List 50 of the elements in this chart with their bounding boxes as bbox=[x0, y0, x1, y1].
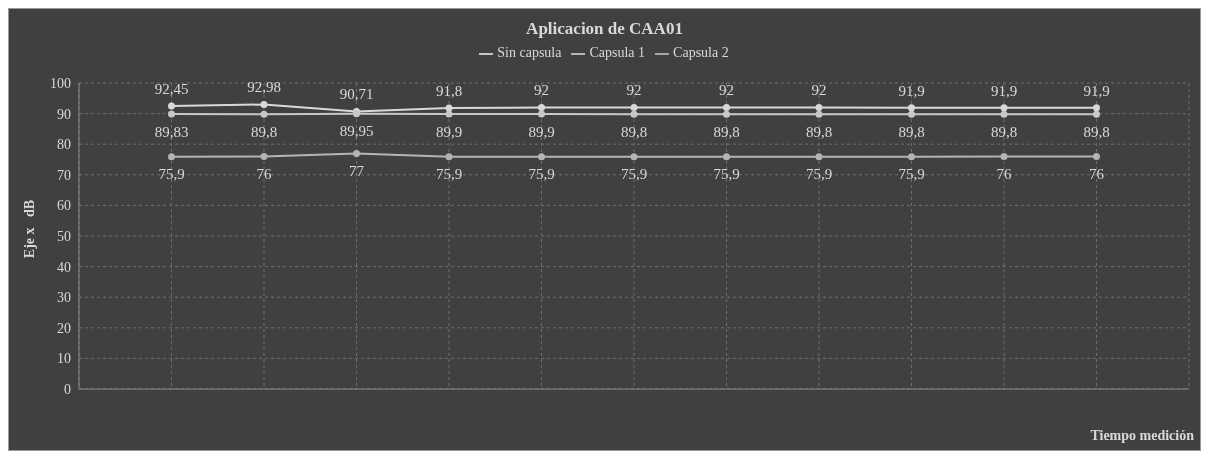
y-axis-title: Eje x dB bbox=[22, 199, 38, 259]
y-tick-label: 30 bbox=[57, 290, 71, 306]
data-label: 76 bbox=[996, 166, 1012, 183]
data-label: 90,71 bbox=[339, 86, 374, 103]
data-label: 89,8 bbox=[250, 123, 278, 140]
data-label: 91,9 bbox=[990, 82, 1018, 99]
legend-label: Sin capsula bbox=[497, 45, 562, 60]
data-label: 89,8 bbox=[898, 123, 925, 140]
data-label: 91,9 bbox=[1083, 82, 1110, 99]
data-label: 75,9 bbox=[805, 166, 833, 183]
data-label: 91,8 bbox=[435, 83, 463, 100]
y-tick-label: 60 bbox=[57, 198, 71, 214]
y-tick-label: 50 bbox=[57, 228, 71, 244]
data-label: 75,9 bbox=[713, 166, 740, 183]
y-tick-label: 70 bbox=[57, 167, 71, 183]
x-axis-title: Tiempo medición bbox=[1090, 428, 1194, 444]
legend-label: Capsula 1 bbox=[589, 45, 646, 60]
data-label: 92,45 bbox=[154, 81, 189, 98]
data-label: 75,9 bbox=[620, 166, 648, 183]
data-label: 89,95 bbox=[339, 123, 374, 140]
y-tick-label: 100 bbox=[50, 75, 71, 91]
data-label: 89,9 bbox=[435, 123, 463, 140]
data-label: 89,8 bbox=[620, 123, 648, 140]
data-label: 89,8 bbox=[1083, 123, 1110, 140]
legend-label: Capsula 2 bbox=[673, 45, 729, 60]
data-label: 89,83 bbox=[154, 123, 189, 140]
data-label: 92 bbox=[719, 82, 734, 99]
data-label: 92 bbox=[534, 82, 549, 99]
data-label: 75,9 bbox=[435, 166, 463, 183]
data-label: 92 bbox=[811, 82, 827, 99]
y-tick-label: 20 bbox=[57, 320, 71, 336]
data-label: 89,9 bbox=[528, 123, 555, 140]
y-tick-label: 10 bbox=[57, 351, 71, 367]
y-tick-label: 80 bbox=[57, 137, 71, 153]
y-tick-label: 90 bbox=[57, 106, 71, 122]
chart-title: Aplicacion de CAA01 bbox=[525, 19, 684, 39]
data-label: 75,9 bbox=[158, 166, 185, 183]
data-label: 92 bbox=[626, 82, 642, 99]
data-label: 92,98 bbox=[247, 79, 281, 96]
data-label: 76 bbox=[1089, 166, 1105, 183]
y-tick-label: 0 bbox=[64, 381, 71, 397]
data-label: 75,9 bbox=[528, 166, 555, 183]
data-label: 77 bbox=[349, 163, 365, 180]
data-label: 91,9 bbox=[898, 82, 925, 99]
data-label: 76 bbox=[256, 166, 272, 183]
data-label: 89,8 bbox=[713, 123, 740, 140]
data-label: 89,8 bbox=[990, 123, 1018, 140]
data-label: 75,9 bbox=[898, 166, 925, 183]
y-tick-label: 40 bbox=[57, 259, 71, 275]
data-label: 89,8 bbox=[805, 123, 833, 140]
